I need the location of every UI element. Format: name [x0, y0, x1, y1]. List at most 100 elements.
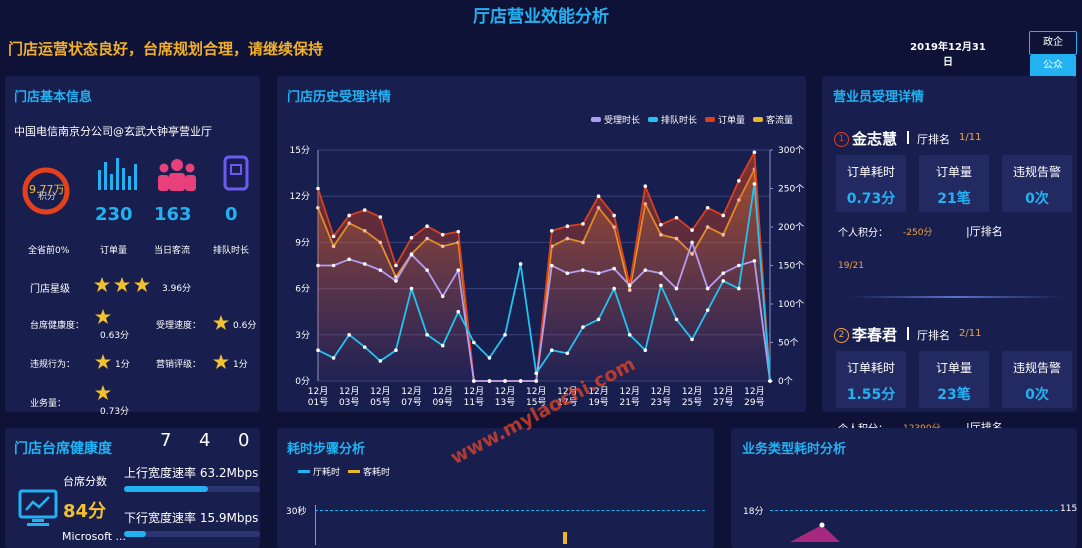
item-label: 台席健康度： [30, 321, 85, 331]
point [331, 356, 336, 360]
stat-label: 当日客流 [154, 246, 191, 256]
point [549, 348, 554, 353]
legend-label: 受理时长 [604, 114, 640, 126]
point [503, 333, 507, 337]
x-tick-label: 12月 17号 [557, 386, 577, 408]
point [378, 268, 383, 272]
point [565, 271, 570, 276]
panel-title: 耗时步骤分析 [287, 442, 366, 457]
point [549, 229, 554, 233]
point [549, 263, 554, 268]
point [456, 229, 461, 234]
rank-badge: 2 [834, 328, 849, 343]
score-ring [22, 167, 70, 215]
digit: 4 [199, 430, 211, 451]
axis-tick: 30秒 [286, 507, 307, 517]
y2-tick-label: 250个 [778, 184, 804, 195]
point [705, 205, 710, 210]
store-name: 中国电信南京分公司@玄武大钟亭营业厅 [14, 125, 212, 138]
point [768, 379, 772, 383]
metric-value: 0次 [1025, 191, 1049, 207]
metric-label: 违规告警 [1012, 165, 1061, 179]
date: 2019年12月31日 [910, 42, 986, 68]
y2-tick-label: 150个 [778, 261, 804, 272]
point [534, 371, 539, 376]
point [690, 240, 694, 245]
item-label: 业务量： [30, 399, 67, 409]
metric-box: 订单量 23笔 [919, 351, 989, 408]
axis-tick: 18分 [743, 507, 764, 517]
point [596, 194, 601, 198]
button[interactable]: 公众 [1030, 55, 1076, 77]
item-value: 0.6分 [233, 321, 257, 331]
point [518, 262, 523, 266]
grid-line [315, 510, 705, 511]
legend-swatch [704, 117, 715, 122]
point [596, 271, 601, 276]
point [721, 279, 726, 283]
download-speed: 下行宽度速率 15.9Mbps [124, 511, 259, 525]
y2-tick-label: 50个 [778, 338, 798, 349]
progress-fill [124, 486, 209, 492]
metric-label: 订单量 [935, 165, 972, 179]
rank-value: 2/11 [959, 328, 982, 339]
x-tick-label: 12月 27号 [713, 386, 733, 408]
separator [907, 131, 909, 144]
rating-label: 门店星级 [30, 284, 70, 295]
y-tick-label: 0分 [295, 376, 310, 387]
area-shape [790, 522, 840, 542]
points: -250分 [903, 228, 933, 238]
metric-value: 0次 [1025, 387, 1049, 403]
stat-label: 排队时长 [213, 246, 250, 256]
item-label: 违规行为： [30, 360, 76, 370]
y2-tick-label: 0个 [778, 376, 793, 387]
point [487, 379, 492, 383]
point [503, 379, 507, 383]
item-value: 0.63分 [100, 331, 130, 341]
legend-label: 订单量 [718, 114, 745, 126]
notice: 门店运营状态良好，台席规划合理，请继续保持 [8, 40, 324, 58]
x-tick-label: 12月 19号 [588, 386, 608, 408]
panel-title: 门店台席健康度 [14, 441, 112, 457]
item-stars [95, 309, 229, 400]
point [659, 222, 663, 227]
metric-box: 订单耗时 1.55分 [836, 351, 906, 408]
point [581, 325, 585, 329]
rank-label: 厅排名 [917, 133, 950, 146]
legend-swatch [298, 470, 310, 473]
panel [731, 428, 1077, 548]
progress-track [124, 531, 260, 537]
y-tick-label: 3分 [295, 330, 310, 341]
rating-stars [94, 277, 150, 292]
point [487, 356, 492, 360]
panel [277, 428, 714, 548]
panel-title: 门店历史受理详情 [287, 90, 392, 105]
point [425, 268, 429, 272]
digit: 0 [238, 430, 250, 451]
point [394, 348, 398, 353]
upload-speed: 上行宽度速率 63.2Mbps [124, 466, 259, 480]
point [425, 224, 429, 229]
item-value: 0.73分 [100, 407, 130, 417]
page-title: 厅店营业效能分析 [473, 7, 609, 27]
point [331, 234, 336, 239]
progress-fill [124, 531, 146, 537]
point [316, 186, 320, 191]
bar [563, 532, 567, 544]
line [317, 151, 771, 382]
point [440, 294, 445, 299]
x-tick-label: 12月 23号 [651, 386, 671, 408]
line-chart: 0分 3分 6分 9分 12分 15分 0个 50个 100个 150个 200个 250个 300个 1… [290, 114, 805, 408]
x-tick-label: 12月 05号 [370, 386, 390, 408]
point [565, 351, 570, 356]
button[interactable]: 政企 [1029, 31, 1077, 55]
score-label: 积分 [38, 192, 57, 202]
metric-label: 订单耗时 [846, 165, 895, 179]
point [737, 286, 741, 291]
stat-label: 订单量 [100, 246, 128, 256]
axis-tick: 115 [1060, 504, 1078, 514]
score-label: 台席分数 [63, 475, 107, 488]
y-tick-label: 9分 [295, 237, 310, 248]
y2-tick-label: 300个 [778, 145, 804, 156]
x-tick-label: 12月 07号 [401, 386, 421, 408]
